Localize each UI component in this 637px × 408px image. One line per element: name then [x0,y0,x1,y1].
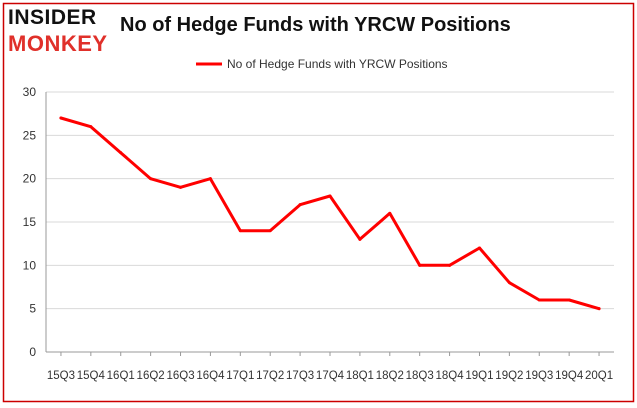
x-tick-label: 19Q4 [555,370,584,382]
chart-title: No of Hedge Funds with YRCW Positions [120,14,511,36]
data-point [418,263,422,267]
x-tick-label: 19Q2 [495,370,523,382]
x-tick-label: 18Q1 [346,370,374,382]
x-tick-label: 16Q3 [166,370,194,382]
x-tick-label: 16Q4 [196,370,225,382]
data-point [448,263,452,267]
data-point [208,177,212,181]
data-point [567,298,571,302]
data-point [597,307,601,311]
logo-line-2: MONKEY [8,31,108,56]
data-point [358,237,362,241]
x-tick-label: 17Q1 [226,370,254,382]
y-tick-label: 15 [23,215,37,229]
x-tick-label: 18Q4 [436,370,465,382]
x-tick-label: 17Q2 [256,370,284,382]
x-tick-label: 15Q3 [47,370,75,382]
gridlines [46,91,614,353]
data-point [477,246,481,250]
data-point [59,116,63,120]
data-point [328,194,332,198]
series-lines [59,116,601,311]
x-tick-label: 20Q1 [585,370,613,382]
legend-label: No of Hedge Funds with YRCW Positions [227,57,448,71]
legend: No of Hedge Funds with YRCW Positions [196,57,448,71]
logo-line-1: INSIDER [8,6,97,29]
outer-border [2,2,635,403]
data-point [119,151,123,155]
x-tick-label: 18Q3 [406,370,434,382]
data-point [238,229,242,233]
series-line-0 [59,116,601,311]
data-point [388,211,392,215]
data-point [149,177,153,181]
insider-monkey-logo: INSIDER MONKEY [8,6,116,56]
data-point [89,125,93,129]
data-point [298,203,302,207]
x-tick-labels: 15Q3 15Q4 16Q1 16Q2 16Q3 16Q4 17Q1 17Q2 17Q3 17Q4… [47,352,613,382]
x-tick-label: 16Q1 [107,370,135,382]
x-tick-label: 19Q1 [465,370,493,382]
x-tick-label: 17Q3 [286,370,314,382]
data-point [179,185,183,189]
data-point [537,298,541,302]
data-point [507,281,511,285]
x-tick-label: 18Q2 [376,370,404,382]
y-tick-label: 30 [23,85,37,99]
x-tick-label: 16Q2 [137,370,165,382]
y-tick-label: 10 [23,258,37,272]
y-tick-label: 20 [23,172,37,186]
x-tick-label: 15Q4 [77,370,106,382]
x-tick-label: 19Q3 [525,370,553,382]
y-tick-label: 25 [23,128,37,142]
y-tick-labels: 0 5 10 15 20 25 30 [23,85,37,359]
y-tick-label: 5 [29,302,36,316]
x-tick-label: 17Q4 [316,370,345,382]
y-tick-label: 0 [29,345,36,359]
data-point [268,229,272,233]
